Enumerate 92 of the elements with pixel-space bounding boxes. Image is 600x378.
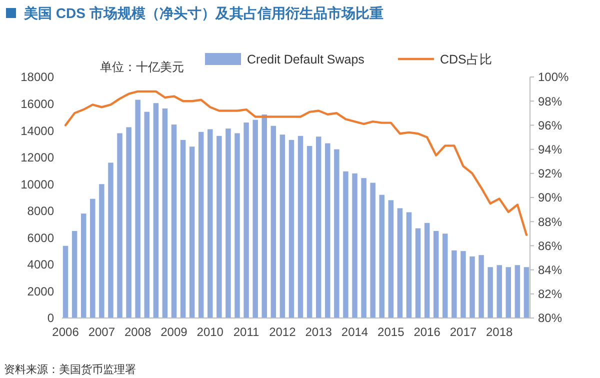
y-tick-label: 6000: [27, 230, 54, 245]
bar: [99, 184, 104, 318]
bar: [442, 234, 448, 318]
x-tick-label: 2018: [486, 325, 514, 339]
bar: [252, 120, 258, 318]
bar: [433, 230, 439, 318]
bar: [460, 251, 466, 318]
bar: [216, 136, 222, 318]
x-tick-label: 2006: [52, 325, 80, 339]
bar: [72, 230, 78, 318]
y2-tick-label: 100%: [538, 70, 570, 84]
y2-tick-label: 90%: [538, 190, 562, 205]
bar: [334, 149, 340, 318]
y-tick-label: 0: [47, 311, 54, 326]
bar: [280, 134, 286, 318]
bar: [90, 198, 96, 318]
y-tick-label: 2000: [27, 284, 54, 298]
bar: [62, 246, 68, 318]
y2-tick-label: 94%: [538, 142, 562, 156]
bar: [298, 136, 304, 318]
x-tick-label: 2017: [450, 325, 477, 339]
text: 单位：十亿美元: [100, 60, 184, 74]
y-tick-label: 16000: [20, 96, 54, 111]
bar: [361, 178, 366, 318]
line-series: [64, 90, 528, 236]
bar: [108, 162, 114, 318]
chart-title: 美国 CDS 市场规模（净头寸）及其占信用衍生品市场比重: [23, 5, 384, 21]
bar: [352, 173, 358, 318]
bar: [470, 256, 475, 318]
y-tick-label: 10000: [20, 177, 54, 192]
x-tick-label: 2009: [160, 325, 188, 339]
bar: [325, 143, 330, 318]
x-tick-label: 2012: [269, 325, 296, 339]
x-tick-label: 2014: [341, 325, 368, 339]
bar: [226, 128, 231, 318]
bar: [162, 108, 168, 318]
bar: [244, 122, 249, 318]
x-tick-label: 2011: [233, 325, 260, 339]
bar: [415, 228, 421, 318]
bar: [262, 114, 267, 318]
y-tick-label: 18000: [20, 70, 54, 84]
bar: [488, 267, 493, 318]
bar: [506, 267, 512, 318]
x-tick-label: 2016: [414, 325, 441, 339]
bar: [189, 146, 195, 318]
bar: [496, 265, 502, 318]
bar: [117, 133, 122, 318]
y2-tick-label: 86%: [538, 238, 562, 253]
bar: [198, 132, 204, 318]
x-tick-label: 2015: [378, 325, 405, 339]
y-tick-label: 12000: [20, 150, 54, 165]
y2-tick-label: 84%: [538, 263, 562, 277]
bar: [171, 124, 177, 318]
bar: [379, 194, 384, 318]
bar: [306, 146, 312, 318]
x-tick-label: 2013: [305, 325, 332, 339]
bar: [234, 133, 240, 318]
bar: [406, 212, 412, 318]
bar: [343, 171, 348, 318]
bar: [144, 112, 150, 318]
x-tick-label: 2007: [88, 325, 116, 339]
text: 资料来源：美国货币监理署: [4, 363, 136, 376]
y2-tick-label: 92%: [538, 166, 562, 181]
bar: [126, 127, 132, 318]
y2-tick-label: 82%: [538, 287, 562, 302]
bar: [452, 250, 457, 318]
bar: [270, 126, 276, 318]
y-tick-label: 14000: [20, 124, 54, 138]
bar: [208, 129, 213, 318]
bar: [80, 214, 86, 318]
bar: [135, 100, 140, 318]
y2-tick-label: 80%: [538, 311, 562, 326]
legend-label: Credit Default Swaps: [247, 52, 364, 66]
y-tick-label: 4000: [27, 258, 54, 272]
bar: [180, 140, 186, 318]
bar: [397, 208, 403, 318]
bar: [524, 267, 530, 318]
bar: [153, 103, 159, 318]
bar: [424, 222, 430, 318]
bar: [388, 200, 394, 318]
y2-tick-label: 98%: [538, 94, 562, 108]
x-tick-label: 2010: [196, 325, 224, 339]
legend-label: CDS占比: [440, 52, 492, 66]
y2-tick-label: 96%: [538, 118, 562, 132]
bar: [514, 265, 520, 318]
bar: [370, 182, 376, 318]
bar: [478, 255, 484, 318]
x-tick-label: 2008: [124, 325, 152, 339]
bar: [316, 136, 322, 318]
y2-tick-label: 88%: [538, 214, 562, 229]
y-tick-label: 8000: [27, 204, 54, 218]
bar: [288, 140, 294, 318]
